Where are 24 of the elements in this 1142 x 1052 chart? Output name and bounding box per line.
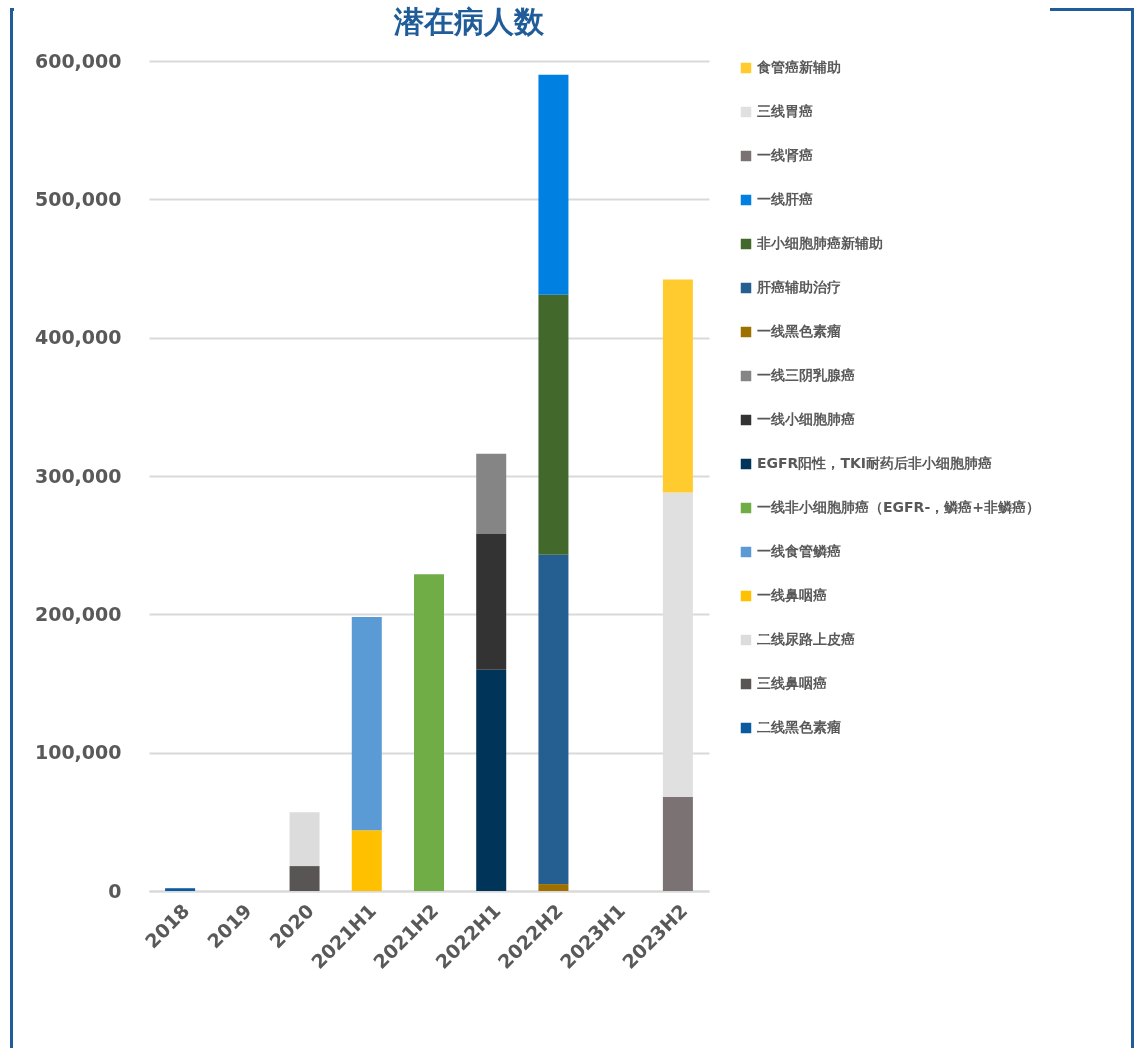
y-tick-label: 0 bbox=[108, 879, 122, 902]
legend-label: 二线黑色素瘤 bbox=[757, 719, 841, 735]
legend-label: 食管癌新辅助 bbox=[756, 59, 841, 75]
y-tick-label: 200,000 bbox=[34, 602, 122, 625]
legend-label: 一线非小细胞肺癌（EGFR-，鳞癌+非鳞癌） bbox=[757, 499, 1040, 515]
y-tick-label: 300,000 bbox=[34, 464, 122, 487]
y-tick-label: 600,000 bbox=[34, 49, 122, 72]
legend-label: 一线三阴乳腺癌 bbox=[757, 367, 855, 383]
legend-label: 三线胃癌 bbox=[757, 103, 813, 119]
legend-label: 一线小细胞肺癌 bbox=[757, 411, 855, 427]
y-tick-label: 400,000 bbox=[34, 326, 122, 349]
legend-label: 三线鼻咽癌 bbox=[757, 675, 827, 691]
chart-title: 潜在病人数 bbox=[393, 4, 545, 39]
legend-label: 一线食管鳞癌 bbox=[757, 543, 841, 559]
y-tick-label: 100,000 bbox=[34, 741, 122, 764]
legend-label: EGFR阳性，TKI耐药后非小细胞肺癌 bbox=[757, 455, 993, 471]
legend-label: 一线肝癌 bbox=[757, 191, 813, 207]
legend-label: 非小细胞肺癌新辅助 bbox=[756, 235, 883, 251]
legend-label: 一线鼻咽癌 bbox=[757, 587, 827, 603]
legend-label: 肝癌辅助治疗 bbox=[756, 279, 841, 295]
legend-label: 一线黑色素瘤 bbox=[757, 323, 841, 339]
legend-label: 二线尿路上皮癌 bbox=[757, 631, 855, 647]
legend-label: 一线肾癌 bbox=[757, 147, 813, 163]
y-tick-label: 500,000 bbox=[34, 187, 122, 210]
